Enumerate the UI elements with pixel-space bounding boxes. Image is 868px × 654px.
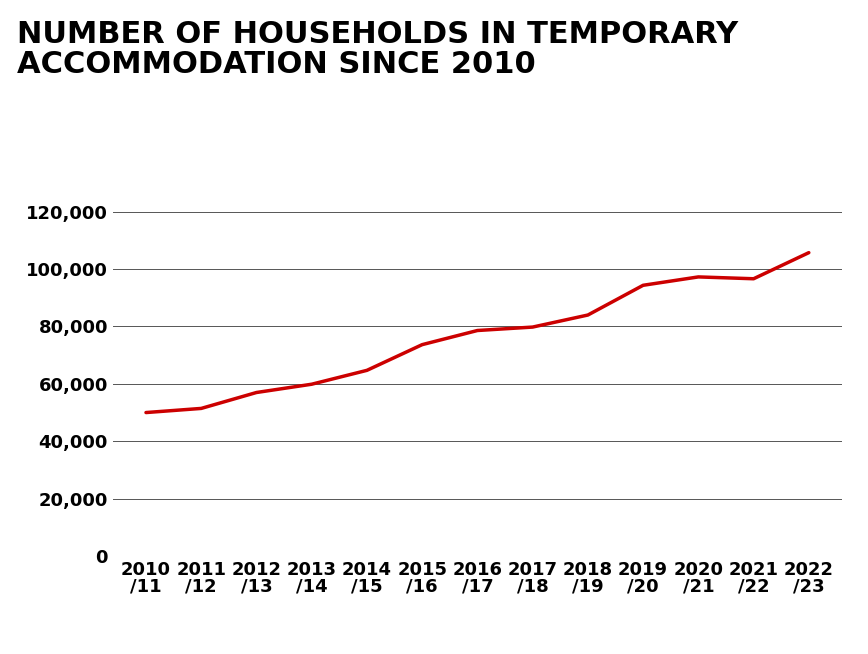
Text: NUMBER OF HOUSEHOLDS IN TEMPORARY
ACCOMMODATION SINCE 2010: NUMBER OF HOUSEHOLDS IN TEMPORARY ACCOMM… [17,20,739,78]
